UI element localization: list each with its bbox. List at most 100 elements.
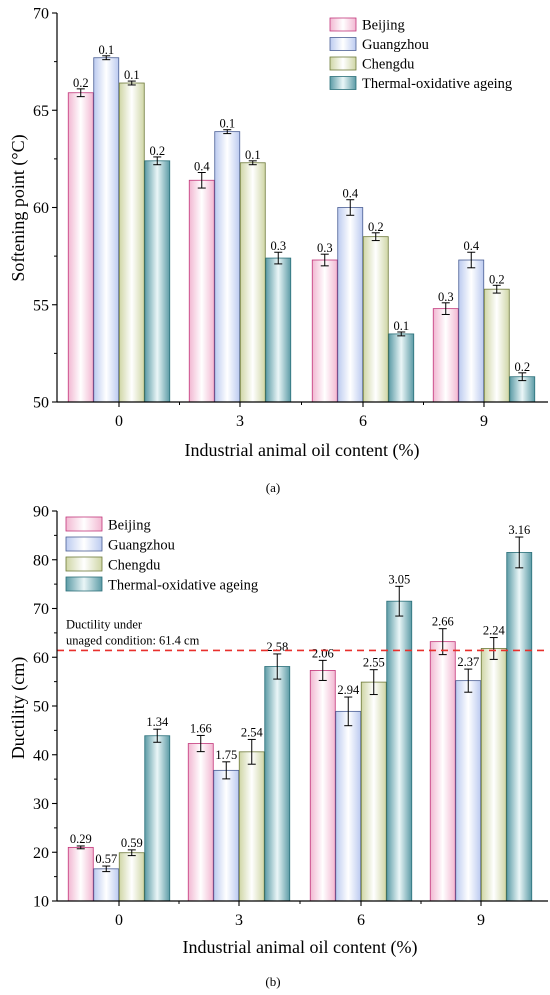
- x-tick-label: 6: [359, 413, 367, 430]
- legend-swatch: [65, 556, 103, 572]
- data-label: 2.06: [312, 646, 334, 660]
- bar: [144, 735, 171, 902]
- bar: [187, 743, 214, 902]
- y-tick-label: 30: [33, 796, 49, 813]
- bar: [432, 308, 459, 403]
- y-tick-label: 70: [33, 601, 49, 618]
- data-label: 3.16: [508, 523, 530, 537]
- legend-label: Beijing: [108, 518, 151, 534]
- bar: [238, 751, 265, 902]
- bar: [455, 680, 482, 902]
- legend: Beijing Guangzhou Chengdu Thermal-oxidative…: [65, 516, 258, 594]
- axes-group: 50 55 60 65 70 0 3 6 9: [33, 6, 548, 430]
- bar: [213, 769, 240, 902]
- bar: [335, 710, 362, 902]
- data-label: 2.54: [241, 725, 264, 739]
- bar: [483, 288, 510, 403]
- bar: [188, 179, 215, 403]
- data-label: 0.1: [245, 148, 261, 162]
- y-tick-label: 65: [33, 103, 49, 120]
- y-tick-label: 70: [33, 6, 49, 23]
- data-label: 0.1: [219, 117, 235, 131]
- legend-label: Guangzhou: [108, 538, 175, 554]
- legend-swatch: [65, 576, 103, 592]
- x-tick-label: 3: [236, 413, 244, 430]
- legend: Beijing Guangzhou Chengdu Thermal-oxidative…: [329, 17, 512, 92]
- x-tick-label: 3: [235, 912, 243, 929]
- data-label: 0.4: [463, 239, 479, 253]
- bar: [386, 600, 413, 902]
- data-label: 0.57: [95, 852, 117, 866]
- bar: [144, 160, 171, 403]
- y-tick-label: 20: [33, 845, 49, 862]
- y-tick-label: 55: [33, 297, 49, 314]
- x-tick-label: 0: [115, 413, 123, 430]
- y-tick-label: 60: [33, 650, 49, 667]
- bar: [309, 670, 336, 902]
- bar: [214, 131, 241, 403]
- legend-label: Chengdu: [362, 57, 414, 73]
- reference-line-label: Ductility under: [66, 617, 143, 631]
- legend-swatch: [65, 516, 103, 532]
- legend-label: Chengdu: [108, 558, 160, 574]
- bar: [265, 257, 292, 403]
- data-label: 3.05: [388, 572, 410, 586]
- y-tick-label: 50: [33, 699, 49, 716]
- bar: [506, 552, 533, 902]
- x-tick-label: 6: [357, 912, 365, 929]
- bar: [67, 846, 94, 902]
- data-label: 0.59: [121, 836, 143, 850]
- data-label: 0.4: [194, 159, 210, 173]
- y-tick-label: 40: [33, 747, 49, 764]
- bars-group: 0.2 0.4 0.3 0.3 0.1 0.1 0.4 0.4 0.1 0.1 0.2 0.2 0.2 0…: [67, 43, 536, 403]
- bar: [429, 641, 456, 902]
- y-axis-title: Softening point (°C): [8, 134, 29, 281]
- bar: [118, 852, 145, 902]
- reference-line-group: Ductility under unaged condition: 61.4 cm: [57, 617, 548, 652]
- figure-caption: (a): [266, 480, 280, 495]
- data-label: 2.94: [337, 683, 360, 697]
- ductility-chart: 0.29 1.66 2.06 2.66 0.57 1.75 2.94 2.37 0.59 2.54…: [8, 504, 548, 989]
- x-axis-title: Industrial animal oil content (%): [185, 440, 420, 461]
- data-label: 0.3: [438, 290, 454, 304]
- y-tick-label: 60: [33, 200, 49, 217]
- legend-label: Thermal-oxidative ageing: [362, 76, 512, 92]
- legend-swatch: [329, 76, 357, 90]
- data-label: 0.2: [368, 220, 384, 234]
- x-tick-label: 9: [480, 413, 488, 430]
- data-label: 2.55: [363, 656, 385, 670]
- x-tick-label: 0: [115, 912, 123, 929]
- bars-group: 0.29 1.66 2.06 2.66 0.57 1.75 2.94 2.37 0.59 2.54…: [67, 523, 533, 902]
- bar: [362, 236, 389, 403]
- legend-swatch: [329, 56, 357, 71]
- bar: [93, 868, 120, 902]
- bar: [311, 259, 338, 403]
- bar: [118, 82, 145, 403]
- figure-caption: (b): [265, 974, 280, 989]
- y-axis-title: Ductility (cm): [8, 657, 29, 759]
- y-tick-label: 80: [33, 552, 49, 569]
- y-tick-label: 10: [33, 894, 49, 911]
- data-label: 2.24: [483, 624, 506, 638]
- data-label: 0.3: [317, 241, 333, 255]
- data-label: 0.2: [149, 144, 165, 158]
- bar: [67, 92, 94, 403]
- legend-label: Thermal-oxidative ageing: [108, 578, 258, 594]
- softening-point-chart: 0.2 0.4 0.3 0.3 0.1 0.1 0.4 0.4 0.1 0.1 0.2 0.2 0.2 0…: [8, 6, 548, 495]
- bar: [388, 333, 415, 403]
- data-label: 0.1: [393, 319, 409, 333]
- legend-swatch: [329, 37, 357, 51]
- data-label: 2.66: [432, 615, 454, 629]
- data-label: 0.2: [489, 272, 505, 286]
- data-label: 2.58: [266, 640, 288, 654]
- legend-label: Guangzhou: [362, 37, 429, 53]
- bar: [93, 57, 120, 403]
- data-label: 1.66: [190, 721, 212, 735]
- data-label: 0.1: [98, 43, 114, 57]
- data-label: 0.3: [270, 239, 286, 253]
- reference-line-label: unaged condition: 61.4 cm: [66, 633, 200, 647]
- legend-swatch: [65, 536, 103, 552]
- data-label: 0.1: [124, 68, 140, 82]
- data-label: 1.75: [215, 748, 237, 762]
- legend-swatch: [329, 17, 357, 32]
